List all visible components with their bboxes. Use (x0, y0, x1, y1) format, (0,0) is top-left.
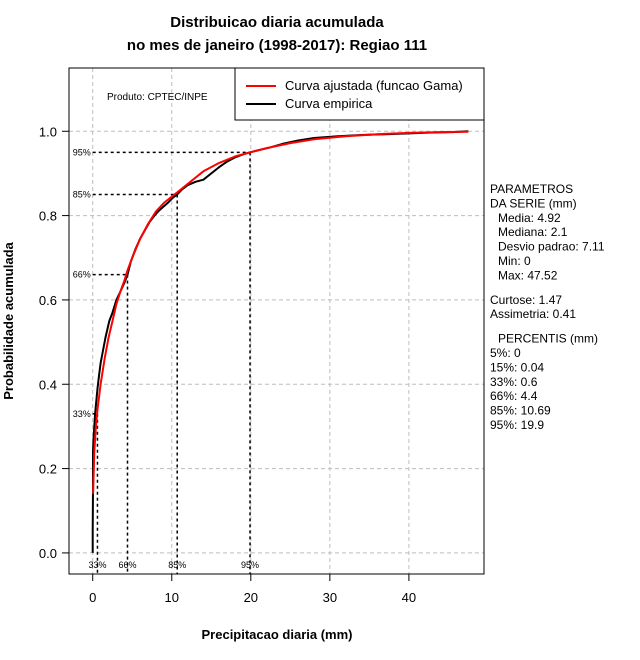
x-axis-label: Precipitacao diaria (mm) (202, 627, 353, 642)
side-panel-line: Desvio padrao: 7.11 (498, 240, 605, 254)
legend-label-empirical: Curva empirica (285, 96, 373, 111)
side-panel-line: 15%: 0.04 (490, 360, 544, 374)
legend: Curva ajustada (funcao Gama) Curva empir… (234, 67, 485, 121)
y-tick-label: 0.4 (39, 377, 57, 392)
x-tick-label: 30 (323, 590, 337, 605)
side-panel-line: 66%: 4.4 (490, 389, 538, 403)
percentile-y-label: 33% (73, 409, 91, 419)
chart-title-line-2: no mes de janeiro (1998-2017): Regiao 11… (127, 37, 427, 54)
side-panel-line: Mediana: 2.1 (498, 225, 568, 239)
x-tick-label: 0 (89, 590, 96, 605)
percentile-x-label: 85% (168, 560, 186, 570)
plot-frame (68, 67, 485, 575)
side-panel-line: 85%: 10.69 (490, 404, 551, 418)
y-tick-label: 0.6 (39, 293, 57, 308)
side-panel-line: PERCENTIS (mm) (498, 332, 598, 346)
side-panel-line: DA SERIE (mm) (490, 196, 577, 210)
side-panel-line: 95%: 19.9 (490, 418, 544, 432)
chart-title-line-1: Distribuicao diaria acumulada (170, 14, 384, 31)
side-panel-line: Curtose: 1.47 (490, 293, 562, 307)
legend-box (234, 67, 485, 121)
side-panel-line: Media: 4.92 (498, 211, 561, 225)
side-panel-line: 5%: 0 (490, 346, 521, 360)
y-tick-label: 0.2 (39, 462, 57, 477)
percentile-x-label: 66% (118, 560, 136, 570)
percentile-x-label: 33% (88, 560, 106, 570)
percentile-guides: 33% 33% 66% 66% 85% 85% 95% 95% (73, 147, 259, 574)
percentile-y-label: 95% (73, 147, 91, 157)
y-tick-label: 1.0 (39, 124, 57, 139)
percentile-y-label: 66% (73, 270, 91, 280)
percentile-y-label: 85% (73, 190, 91, 200)
x-tick-label: 10 (165, 590, 179, 605)
side-panel-line: Min: 0 (498, 254, 531, 268)
y-tick-label: 0.0 (39, 546, 57, 561)
x-tick-label: 20 (244, 590, 258, 605)
percentile-x-label: 95% (241, 560, 259, 570)
x-axis: 0 10 20 30 40 (89, 574, 416, 605)
product-label: Produto: CPTEC/INPE (107, 92, 208, 103)
side-panel-line: PARAMETROS (490, 182, 573, 196)
side-panel-line: Assimetria: 0.41 (490, 307, 576, 321)
grid-lines (69, 68, 484, 574)
y-axis: 0.0 0.2 0.4 0.6 0.8 1.0 (39, 124, 69, 561)
legend-label-fitted: Curva ajustada (funcao Gama) (285, 78, 463, 93)
side-panel-line: Max: 47.52 (498, 268, 558, 282)
series-line-fitted-gamma (92, 130, 469, 494)
side-panel-line: 33%: 0.6 (490, 375, 538, 389)
series-lines (91, 130, 469, 553)
y-tick-label: 0.8 (39, 209, 57, 224)
x-tick-label: 40 (402, 590, 416, 605)
y-axis-label: Probabilidade acumulada (1, 241, 16, 399)
